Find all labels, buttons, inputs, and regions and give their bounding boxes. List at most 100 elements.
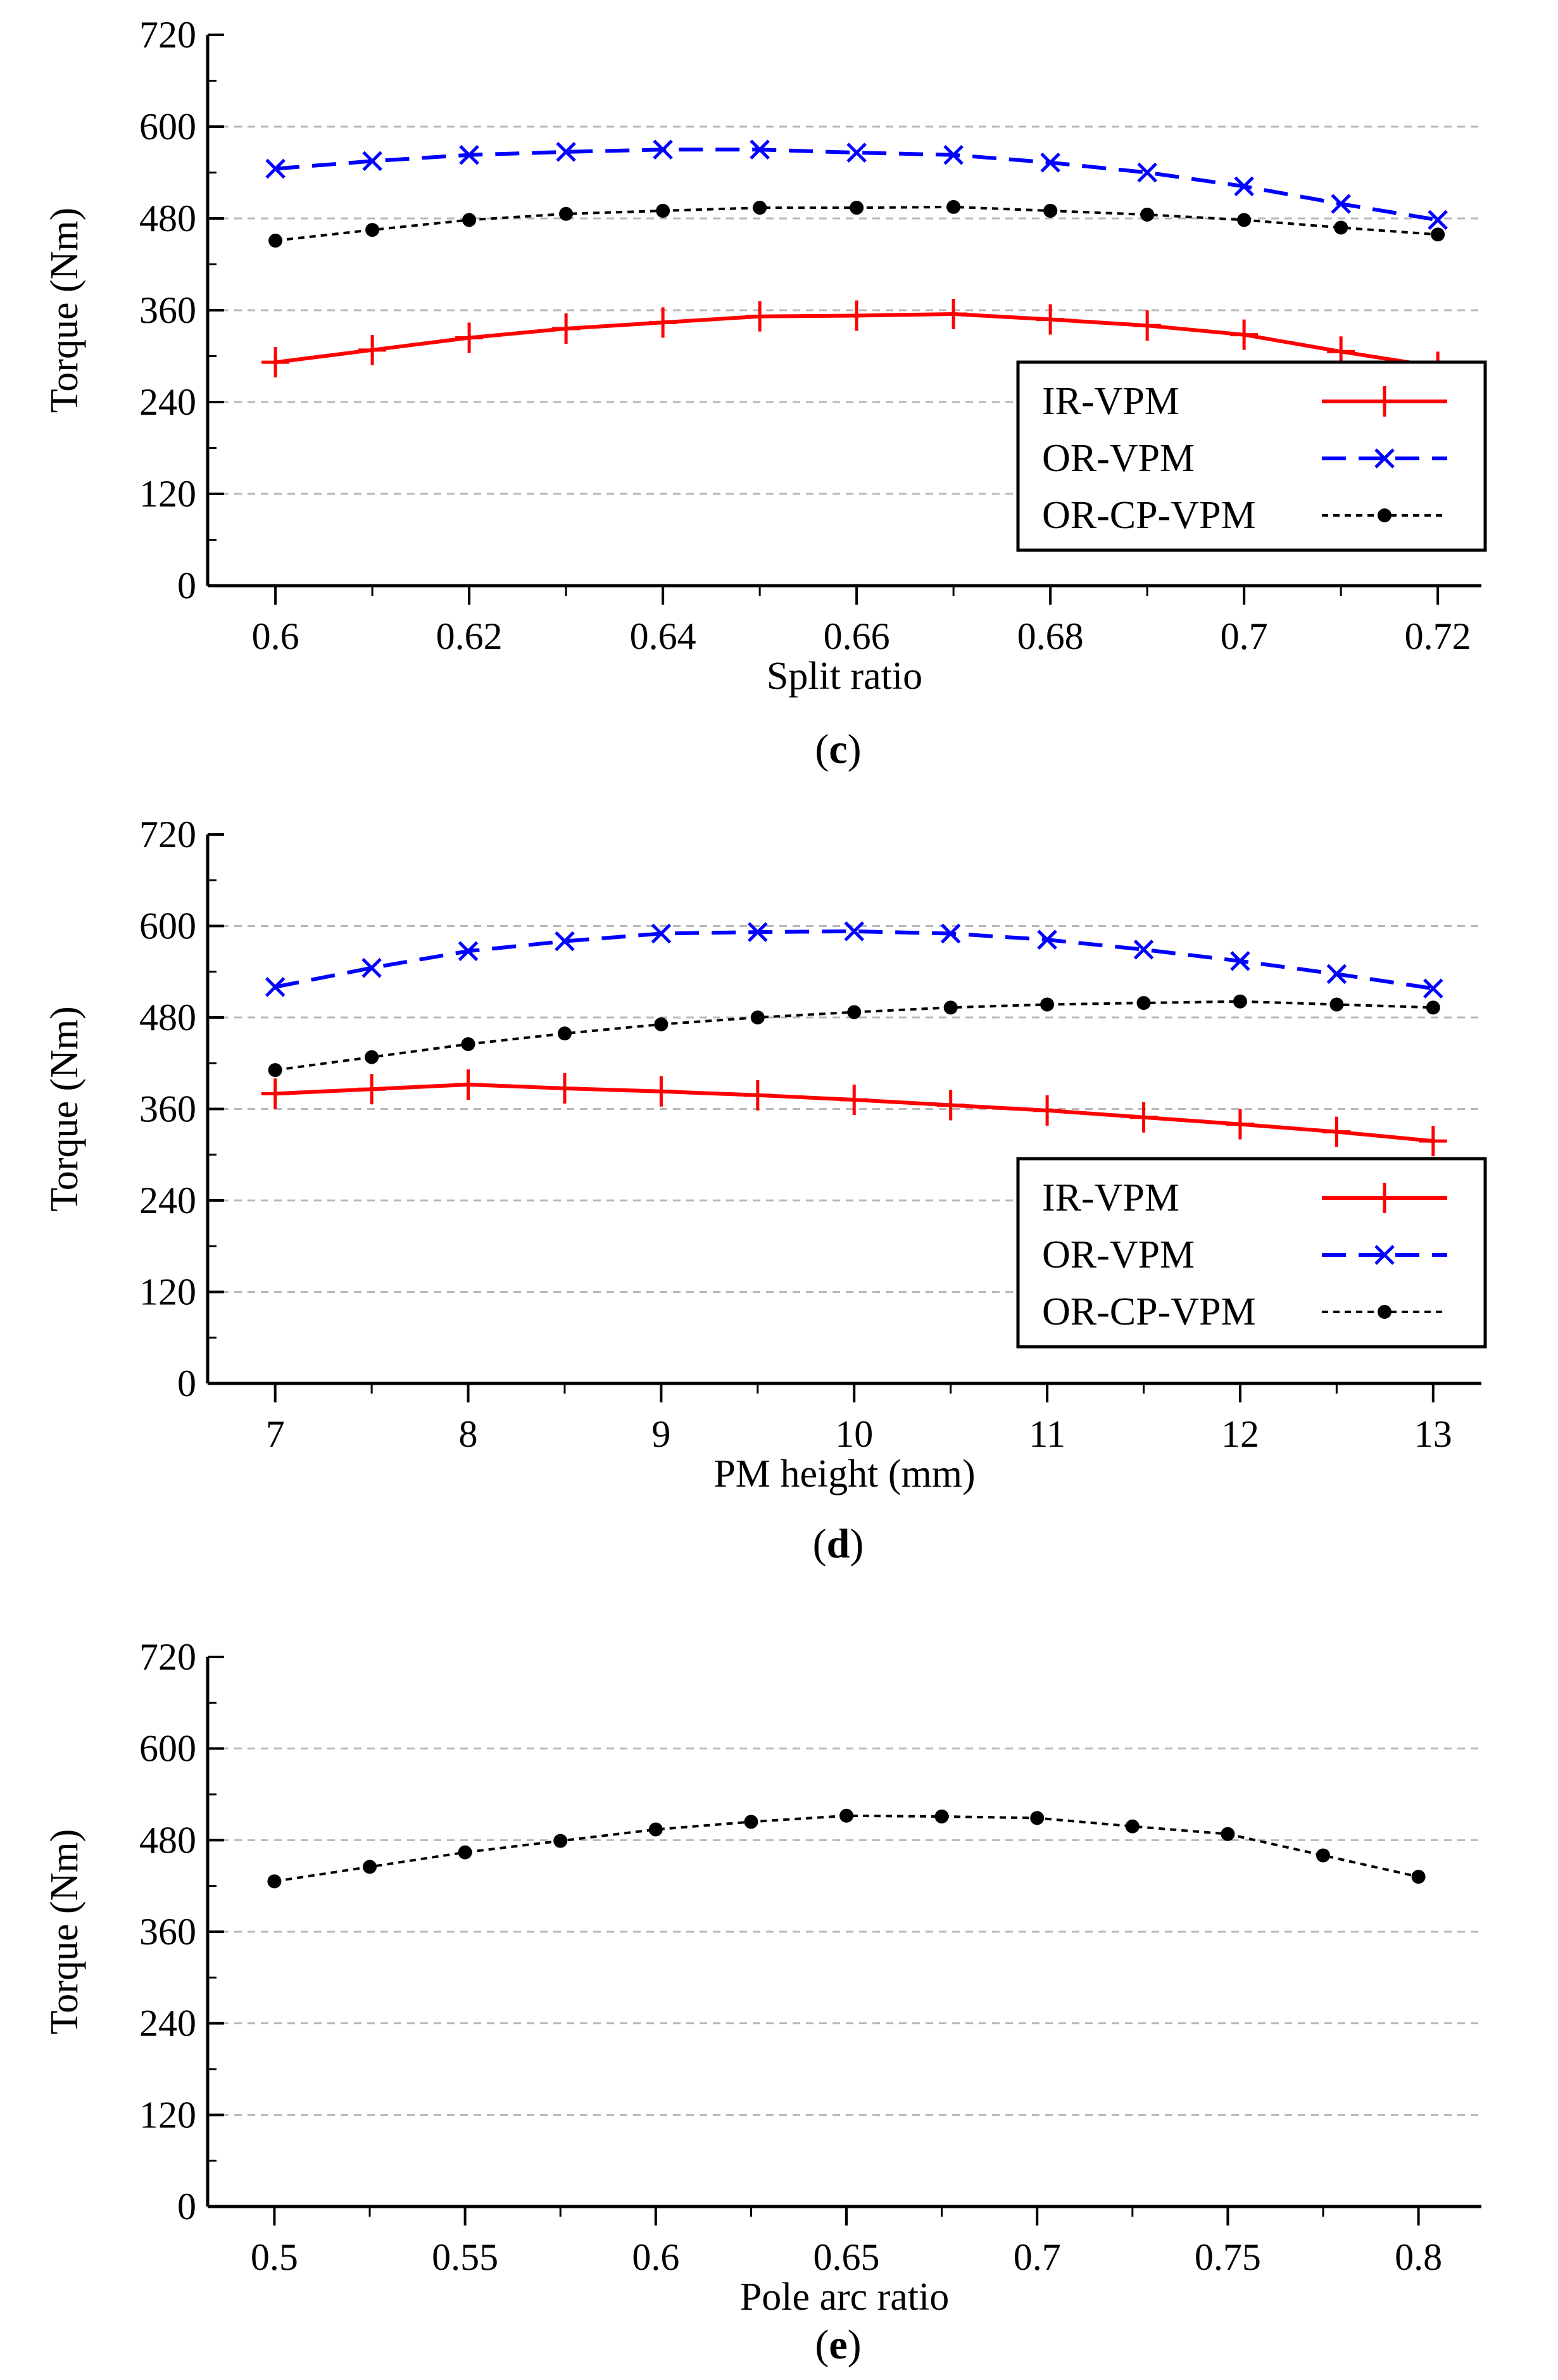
data-point: [462, 213, 477, 227]
data-point: [261, 347, 290, 378]
series-or-vpm: [265, 921, 1443, 999]
data-point: [1133, 940, 1154, 960]
legend-marker: [1371, 386, 1398, 417]
x-tick-label: 0.64: [630, 615, 696, 657]
data-point: [1033, 1095, 1062, 1126]
data-point: [648, 1822, 663, 1837]
y-axis-title: Torque (Nm): [43, 1829, 86, 2035]
data-point: [268, 234, 283, 248]
data-point: [653, 139, 673, 160]
data-point: [939, 299, 968, 330]
y-tick-label: 360: [139, 1911, 196, 1953]
data-point: [458, 1845, 472, 1860]
y-axis-title: Torque (Nm): [43, 1006, 86, 1212]
data-point: [1322, 1116, 1351, 1147]
data-point: [1036, 304, 1065, 335]
data-point: [847, 1005, 862, 1019]
y-tick-label: 120: [139, 1271, 196, 1313]
data-point: [1428, 210, 1448, 230]
data-point: [550, 1073, 579, 1104]
data-point: [1043, 203, 1058, 218]
y-tick-label: 720: [139, 814, 196, 855]
data-point: [365, 223, 380, 237]
series-ir-vpm: [261, 1069, 1447, 1157]
legend-label: IR-VPM: [1042, 1176, 1179, 1219]
data-point: [1030, 1811, 1045, 1825]
data-point: [753, 201, 767, 215]
data-point: [651, 923, 672, 944]
data-point: [552, 313, 581, 344]
x-axis-title: Split ratio: [767, 655, 922, 698]
y-tick-label: 0: [177, 565, 196, 607]
data-point: [946, 199, 961, 214]
data-point: [362, 151, 382, 172]
x-axis-title: Pole arc ratio: [740, 2276, 950, 2319]
series-or-cp-vpm: [268, 994, 1440, 1078]
x-tick-label: 0.75: [1195, 2236, 1261, 2278]
data-point: [850, 201, 864, 215]
x-tick-label: 0.7: [1221, 615, 1268, 657]
data-point: [365, 1050, 379, 1064]
data-point: [1230, 951, 1250, 971]
y-tick-label: 600: [139, 905, 196, 947]
x-tick-label: 0.6: [252, 615, 299, 657]
x-tick-label: 0.8: [1395, 2236, 1442, 2278]
chart-panel-d: 0 120 240 360 480 600 720 7 8 9 10 11 12 13 PM height …: [43, 814, 1487, 1567]
data-point: [1137, 162, 1157, 183]
data-point: [750, 1011, 765, 1024]
data-point: [358, 1074, 386, 1105]
data-point: [1431, 227, 1445, 242]
data-point: [846, 142, 867, 163]
y-tick-label: 0: [177, 2186, 196, 2227]
x-tick-label: 0.65: [814, 2236, 880, 2278]
y-axis-title: Torque (Nm): [43, 208, 86, 413]
data-point: [1221, 1827, 1235, 1841]
x-tick-label: 9: [651, 1413, 670, 1455]
data-point: [1237, 213, 1252, 227]
legend: IR-VPM OR-VPM OR-CP-VPM: [1016, 1157, 1487, 1349]
data-point: [1234, 176, 1254, 197]
legend-marker: [1371, 1183, 1398, 1213]
x-tick-label: 0.72: [1405, 615, 1471, 657]
legend-marker: [1374, 1245, 1395, 1265]
x-tick-label: 0.55: [432, 2236, 498, 2278]
x-tick-label: 0.6: [632, 2236, 679, 2278]
x-tick-label: 11: [1029, 1413, 1065, 1455]
data-point: [1133, 310, 1162, 341]
data-point: [358, 334, 387, 365]
data-point: [839, 1808, 854, 1823]
y-tick-label: 240: [139, 381, 196, 423]
x-tick-label: 8: [459, 1413, 478, 1455]
data-point: [649, 307, 677, 338]
data-point: [361, 957, 382, 978]
legend-label: OR-VPM: [1042, 1233, 1195, 1276]
data-point: [936, 1090, 965, 1121]
series-line: [275, 929, 1434, 991]
data-point: [363, 1860, 377, 1874]
series-line: [274, 1814, 1419, 1883]
data-point: [647, 1076, 675, 1107]
data-point: [1040, 153, 1060, 173]
chart-panel-e: 0 120 240 360 480 600 720 0.5 0.55 0.6 0.65 0.7 0.75…: [43, 1636, 1481, 2368]
y-tick-label: 0: [177, 1363, 196, 1404]
x-tick-label: 13: [1414, 1413, 1452, 1455]
data-point: [556, 142, 576, 162]
legend-box: [1016, 360, 1487, 552]
data-point: [943, 1000, 958, 1015]
data-point: [1316, 1848, 1331, 1863]
data-point: [750, 139, 770, 160]
data-point: [455, 322, 484, 353]
chart-panel-c: 0 120 240 360 480 600 720 0.6 0.62 0.64 0.66 0.68 0.…: [43, 14, 1487, 772]
data-point: [553, 1834, 568, 1848]
data-point: [1136, 996, 1151, 1011]
y-tick-label: 120: [139, 473, 196, 515]
data-point: [1037, 929, 1057, 950]
legend-label: OR-VPM: [1042, 437, 1195, 480]
data-point: [1125, 1819, 1140, 1834]
y-tick-label: 600: [139, 106, 196, 148]
legend-label: OR-CP-VPM: [1042, 1290, 1256, 1333]
data-point: [1419, 1126, 1447, 1157]
x-tick-label: 0.5: [251, 2236, 298, 2278]
data-point: [559, 206, 574, 221]
x-tick-label: 12: [1221, 1413, 1259, 1455]
